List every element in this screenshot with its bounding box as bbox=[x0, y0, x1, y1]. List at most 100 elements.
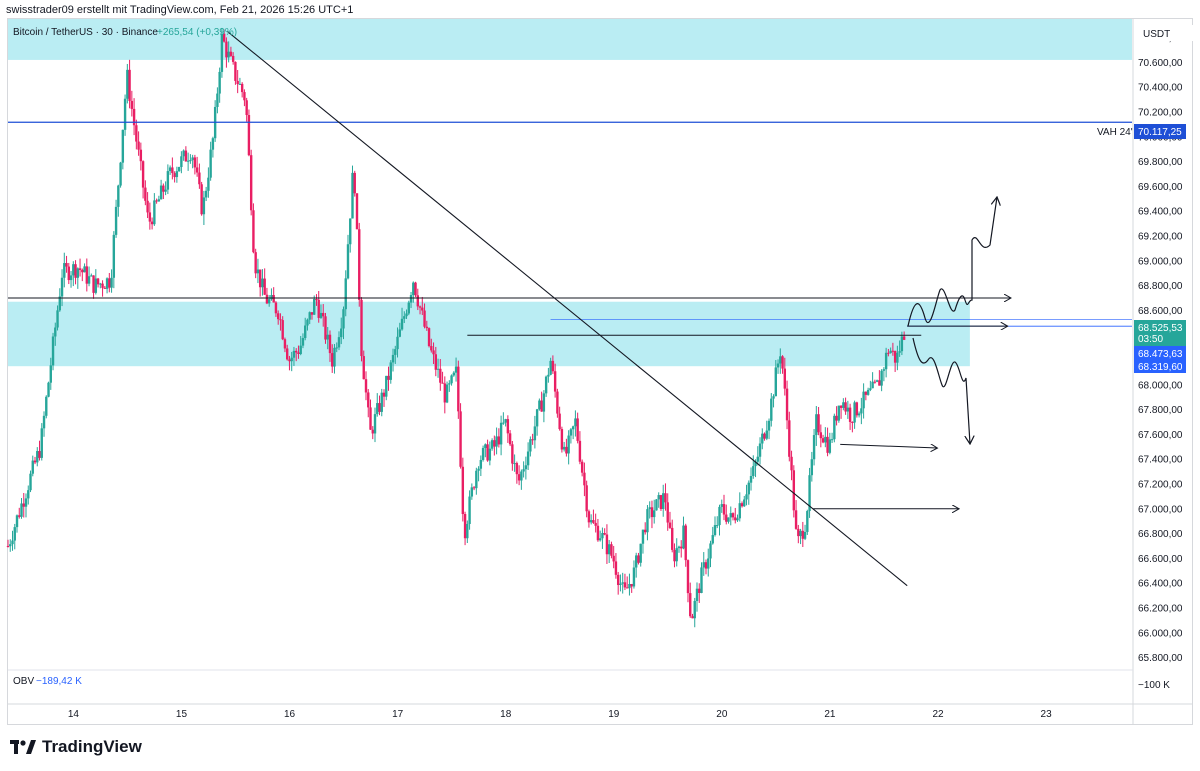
candle-body bbox=[752, 466, 755, 477]
candle-body bbox=[177, 167, 181, 172]
candle-body bbox=[247, 115, 251, 156]
candle-body bbox=[112, 234, 116, 278]
change-label: +265,54 (+0,39%) bbox=[157, 27, 237, 38]
tradingview-logo[interactable]: TradingView bbox=[10, 737, 142, 757]
candle-body bbox=[389, 362, 392, 380]
candle-body bbox=[513, 463, 516, 465]
candle-body bbox=[630, 583, 633, 587]
supply-zone-1 bbox=[8, 301, 970, 367]
candle-body bbox=[351, 172, 354, 219]
candle-body bbox=[240, 83, 244, 93]
candle-body bbox=[349, 218, 352, 245]
candle-body bbox=[562, 446, 566, 450]
candle-body bbox=[862, 391, 865, 409]
candle-body bbox=[682, 525, 685, 549]
candle-body bbox=[484, 444, 487, 448]
candle-body bbox=[540, 400, 543, 412]
candle-body bbox=[803, 531, 807, 539]
candle-body bbox=[231, 55, 235, 62]
candle-body bbox=[551, 360, 555, 372]
candle-body bbox=[31, 460, 34, 474]
candle-body bbox=[538, 400, 541, 410]
chart-frame[interactable] bbox=[7, 18, 1193, 725]
candle-body bbox=[283, 339, 287, 349]
candle-body bbox=[857, 413, 861, 416]
candle-body bbox=[222, 33, 226, 42]
candle-body bbox=[436, 368, 440, 370]
obv-label: OBV bbox=[13, 676, 34, 687]
candle-body bbox=[319, 312, 323, 318]
candle-body bbox=[72, 264, 75, 276]
candle-body bbox=[346, 244, 350, 279]
candle-body bbox=[734, 517, 737, 521]
candle-body bbox=[49, 365, 52, 383]
candle-body bbox=[889, 350, 892, 353]
candle-body bbox=[535, 409, 539, 427]
candle-body bbox=[560, 429, 564, 450]
last-price-text: 68.525,53 bbox=[1138, 323, 1183, 334]
candle-body bbox=[774, 367, 777, 397]
candle-body bbox=[306, 319, 309, 326]
candle-body bbox=[380, 392, 383, 412]
candle-body bbox=[427, 328, 431, 347]
candle-body bbox=[423, 310, 426, 327]
candle-body bbox=[668, 522, 672, 528]
candle-body bbox=[128, 69, 131, 101]
candle-body bbox=[797, 528, 800, 537]
candle-body bbox=[653, 510, 656, 518]
candle-body bbox=[725, 514, 728, 522]
candle-body bbox=[549, 360, 552, 375]
price-axis[interactable]: 70.800,0070.600,0070.400,0070.200,0070.0… bbox=[8, 19, 1183, 724]
candle-body bbox=[898, 351, 901, 353]
candle-body bbox=[502, 422, 505, 424]
candle-body bbox=[216, 93, 219, 107]
drawing-layer[interactable] bbox=[8, 30, 1132, 587]
candle-body bbox=[171, 167, 174, 174]
candle-body bbox=[628, 583, 631, 589]
tradingview-logo-icon bbox=[10, 740, 36, 754]
candle-body bbox=[126, 69, 129, 99]
candle-body bbox=[488, 448, 492, 461]
candle-body bbox=[207, 177, 210, 191]
candle-body bbox=[195, 167, 199, 173]
candle-body bbox=[454, 366, 458, 373]
candle-body bbox=[292, 350, 296, 358]
candle-body bbox=[686, 560, 690, 594]
candle-body bbox=[709, 543, 712, 559]
candle-body bbox=[78, 268, 82, 270]
candle-body bbox=[146, 200, 149, 213]
candle-body bbox=[810, 459, 814, 476]
time-axis[interactable]: 14 15 16 17 18 19 20 21 22 23 bbox=[8, 703, 1192, 720]
candle-body bbox=[851, 421, 854, 423]
candle-body bbox=[103, 287, 107, 289]
candle-body bbox=[85, 266, 89, 284]
price-tick: 68.000,00 bbox=[1138, 380, 1183, 391]
candle-body bbox=[58, 296, 61, 311]
candle-body bbox=[367, 392, 370, 408]
candle-body bbox=[644, 529, 647, 533]
candle-body bbox=[443, 383, 447, 403]
candle-body bbox=[531, 439, 534, 441]
candle-body bbox=[799, 530, 802, 537]
candle-body bbox=[308, 312, 311, 320]
candle-body bbox=[612, 555, 615, 562]
candle-body bbox=[342, 309, 345, 329]
candle-body bbox=[497, 436, 501, 445]
candle-body bbox=[101, 283, 104, 288]
candle-body bbox=[522, 469, 525, 472]
candle-body bbox=[718, 506, 721, 526]
candle-body bbox=[634, 555, 638, 568]
price-tick: 69.400,00 bbox=[1138, 207, 1183, 218]
candle-body bbox=[632, 567, 636, 587]
candle-body bbox=[745, 494, 748, 500]
candle-body bbox=[893, 350, 897, 363]
candle-body bbox=[533, 426, 537, 441]
candle-body bbox=[324, 316, 327, 340]
candle-body bbox=[666, 502, 669, 523]
candle-body bbox=[828, 439, 832, 453]
candle-body bbox=[477, 468, 480, 471]
vah-price-tag bbox=[1134, 124, 1186, 139]
price-tick: 66.600,00 bbox=[1138, 554, 1183, 565]
candle-body bbox=[81, 269, 84, 273]
